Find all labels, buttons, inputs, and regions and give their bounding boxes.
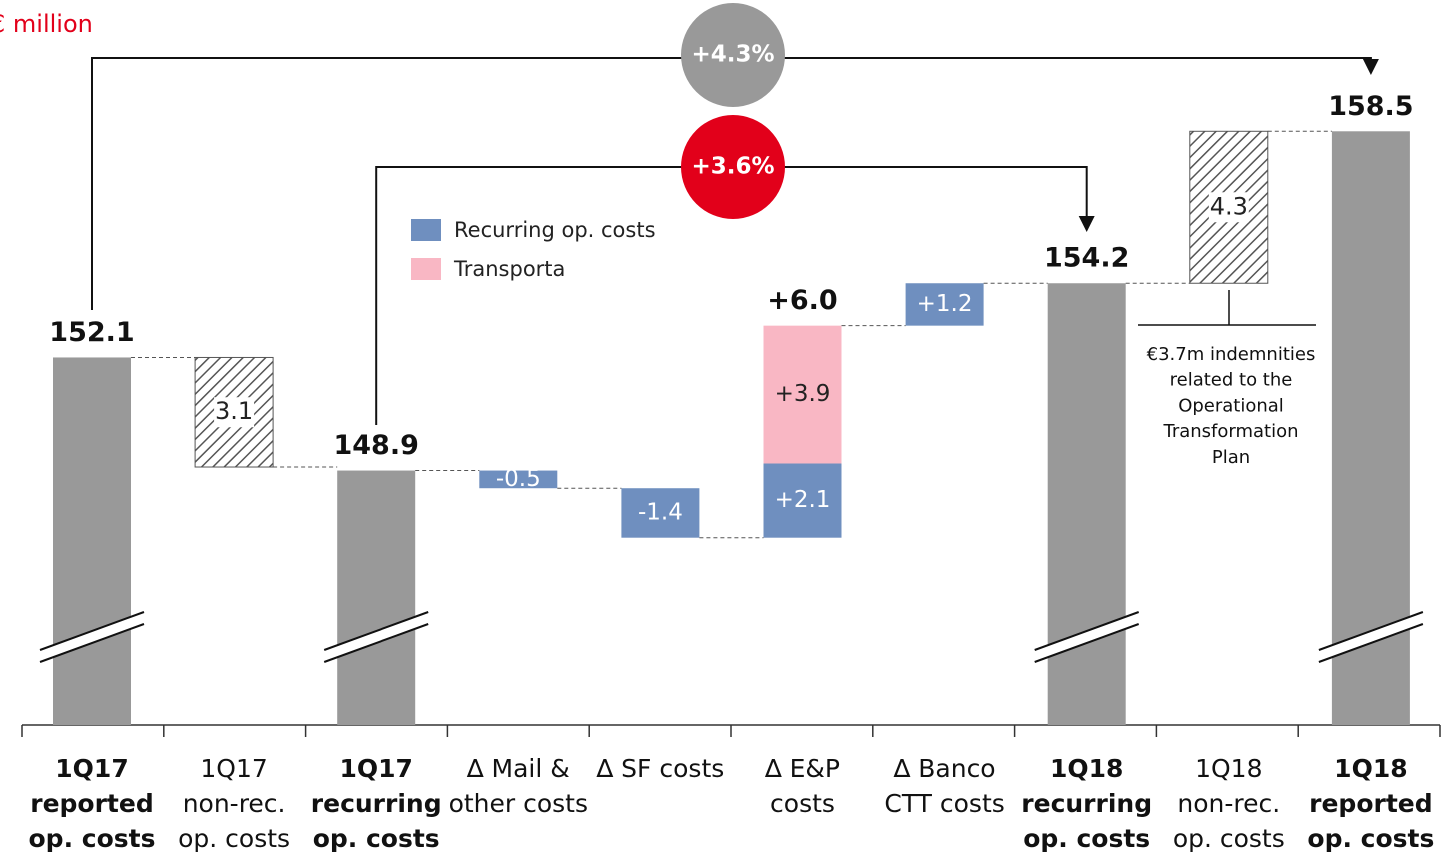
value-label: +1.2	[917, 291, 973, 317]
x-tick-label: 1Q18	[1195, 754, 1262, 783]
x-tick-label: 1Q18	[1334, 754, 1407, 783]
x-tick-label: CTT costs	[884, 789, 1004, 818]
delta-bar	[479, 470, 558, 489]
x-tick-label: op. costs	[1307, 824, 1434, 853]
value-label: +3.9	[775, 381, 831, 407]
arrow-head	[1078, 216, 1095, 232]
x-tick-label: non-rec.	[183, 789, 286, 818]
x-tick-label: op. costs	[29, 824, 156, 853]
axis-break-line	[1034, 623, 1140, 663]
unit-label: € million	[0, 10, 93, 38]
x-tick-label: other costs	[449, 789, 588, 818]
x-tick-label: op. costs	[1023, 824, 1150, 853]
label-bg	[214, 397, 255, 428]
x-tick-label: ∆ Mail &	[466, 754, 570, 783]
x-tick-label: reported	[30, 789, 154, 818]
comparison-label: +3.6%	[691, 154, 774, 180]
legend-label: Recurring op. costs	[454, 218, 656, 242]
legend-swatch	[411, 219, 441, 241]
legend-swatch	[411, 258, 441, 280]
value-label: 3.1	[215, 397, 253, 425]
axis-break-line	[39, 623, 145, 663]
value-label: +2.1	[775, 487, 831, 513]
axis-break-line	[1318, 611, 1424, 651]
comparison-badge	[681, 3, 785, 107]
x-tick-label: non-rec.	[1177, 789, 1280, 818]
axis-break-line	[323, 623, 429, 663]
axis-break	[1318, 612, 1423, 662]
delta-bar	[905, 283, 984, 326]
x-tick-label: 1Q18	[1050, 754, 1123, 783]
x-tick-label: costs	[770, 789, 835, 818]
total-bar	[1047, 283, 1126, 725]
axis-break	[1034, 612, 1139, 662]
annotation: Transformation	[1162, 421, 1298, 442]
x-tick-label: op. costs	[178, 824, 290, 853]
total-bar	[337, 470, 416, 725]
total-bar	[53, 357, 131, 725]
axis-break-line	[1034, 611, 1140, 651]
x-tick-label: recurring	[1021, 789, 1152, 818]
label-bg	[1208, 192, 1249, 223]
annotation: Plan	[1212, 447, 1250, 468]
x-tick-label: 1Q17	[55, 754, 128, 783]
delta-bar	[763, 325, 842, 464]
legend-label: Transporta	[453, 257, 565, 281]
value-label: 158.5	[1328, 91, 1413, 122]
comparison-badge	[681, 115, 785, 219]
annotation: €3.7m indemnities	[1147, 344, 1316, 365]
x-tick-label: op. costs	[313, 824, 440, 853]
value-label: 154.2	[1044, 243, 1129, 274]
arrow-head	[1362, 59, 1379, 75]
value-label: 152.1	[49, 317, 134, 348]
value-label: 148.9	[333, 430, 418, 461]
axis-break	[40, 612, 144, 662]
axis-break	[324, 612, 429, 662]
x-tick-label: reported	[1309, 789, 1433, 818]
x-tick-label: op. costs	[1173, 824, 1285, 853]
value-label: +6.0	[767, 285, 837, 316]
delta-bar	[621, 488, 700, 538]
axis-break-line	[323, 611, 429, 651]
x-tick-label: ∆ Banco	[893, 754, 996, 783]
x-tick-label: 1Q17	[339, 754, 412, 783]
annotation: related to the	[1170, 370, 1293, 391]
axis-break-line	[1318, 623, 1424, 663]
x-tick-label: 1Q17	[200, 754, 267, 783]
x-tick-label: ∆ SF costs	[596, 754, 725, 783]
x-tick-label: recurring	[311, 789, 442, 818]
delta-bar	[763, 463, 842, 538]
comparison-label: +4.3%	[691, 42, 774, 68]
value-label: 4.3	[1210, 192, 1248, 220]
x-tick-label: ∆ E&P	[764, 754, 840, 783]
annotation: Operational	[1178, 395, 1284, 416]
value-label: -0.5	[496, 466, 541, 492]
value-label: -1.4	[638, 499, 683, 525]
axis-break-line	[39, 611, 145, 651]
